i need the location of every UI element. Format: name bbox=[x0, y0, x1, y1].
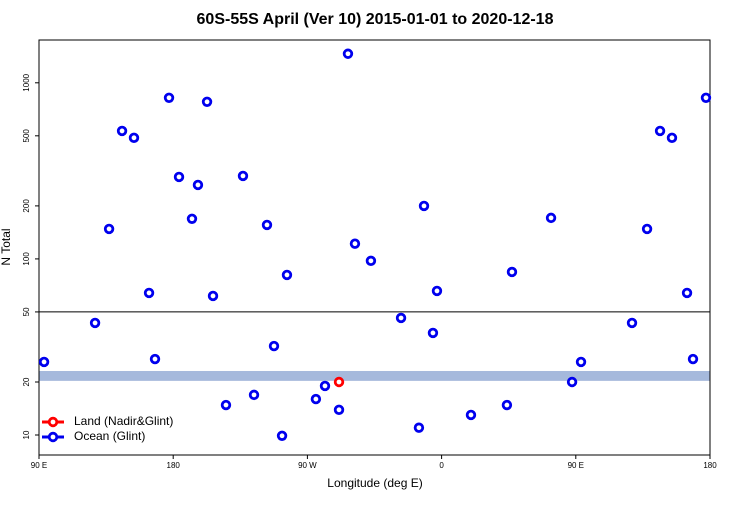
legend-label: Ocean (Glint) bbox=[74, 429, 145, 443]
point bbox=[427, 327, 439, 339]
x-tick-label: 180 bbox=[167, 461, 181, 470]
point bbox=[413, 422, 425, 433]
point bbox=[186, 213, 198, 224]
point bbox=[566, 376, 578, 388]
point bbox=[501, 399, 513, 411]
y-tick-label: 1000 bbox=[22, 73, 31, 91]
point bbox=[310, 393, 322, 405]
point bbox=[641, 223, 653, 235]
point bbox=[395, 312, 407, 324]
x-tick-label: 90 W bbox=[298, 461, 317, 470]
x-tick-label: 90 E bbox=[568, 461, 584, 470]
point bbox=[319, 380, 331, 392]
point bbox=[333, 376, 345, 388]
y-tick-label: 100 bbox=[22, 252, 31, 266]
point bbox=[89, 317, 101, 329]
y-tick-label: 20 bbox=[22, 377, 31, 386]
point bbox=[261, 219, 273, 231]
y-tick-label: 50 bbox=[22, 307, 31, 316]
y-tick-label: 500 bbox=[22, 129, 31, 143]
point bbox=[506, 266, 518, 278]
point bbox=[418, 200, 430, 212]
point bbox=[666, 132, 678, 144]
y-tick-label: 10 bbox=[22, 430, 31, 439]
point bbox=[116, 125, 128, 137]
point bbox=[103, 223, 115, 235]
point bbox=[237, 170, 249, 182]
point bbox=[268, 340, 280, 352]
y-tick-label: 200 bbox=[22, 199, 31, 213]
point bbox=[700, 92, 712, 103]
point bbox=[173, 171, 185, 183]
legend-marker bbox=[47, 431, 59, 443]
point bbox=[207, 290, 219, 302]
point bbox=[349, 238, 361, 249]
chart-title: 60S-55S April (Ver 10) 2015-01-01 to 202… bbox=[197, 11, 554, 28]
point bbox=[681, 287, 693, 299]
point bbox=[465, 409, 477, 421]
point bbox=[333, 404, 345, 416]
point bbox=[192, 179, 204, 191]
point bbox=[687, 353, 699, 365]
y-axis-label: N Total bbox=[0, 228, 13, 265]
band bbox=[39, 370, 710, 381]
point bbox=[626, 317, 638, 329]
plot-frame bbox=[38, 39, 711, 456]
point bbox=[276, 430, 288, 441]
point bbox=[281, 269, 293, 281]
point bbox=[365, 255, 377, 267]
point bbox=[248, 389, 260, 401]
point bbox=[575, 356, 587, 368]
point bbox=[545, 212, 557, 224]
point bbox=[38, 356, 50, 368]
point bbox=[128, 132, 140, 144]
legend-label: Land (Nadir&Glint) bbox=[74, 414, 173, 428]
point bbox=[143, 287, 155, 299]
x-tick-label: 0 bbox=[439, 461, 444, 470]
x-tick-label: 90 E bbox=[31, 461, 47, 470]
point bbox=[431, 285, 443, 297]
x-tick-label: 180 bbox=[703, 461, 717, 470]
point bbox=[220, 399, 232, 411]
point bbox=[201, 96, 213, 108]
point bbox=[163, 92, 175, 103]
point bbox=[654, 125, 666, 137]
legend-marker bbox=[47, 416, 59, 428]
point bbox=[149, 353, 161, 365]
x-axis-label: Longitude (deg E) bbox=[327, 476, 422, 490]
point bbox=[342, 48, 354, 59]
